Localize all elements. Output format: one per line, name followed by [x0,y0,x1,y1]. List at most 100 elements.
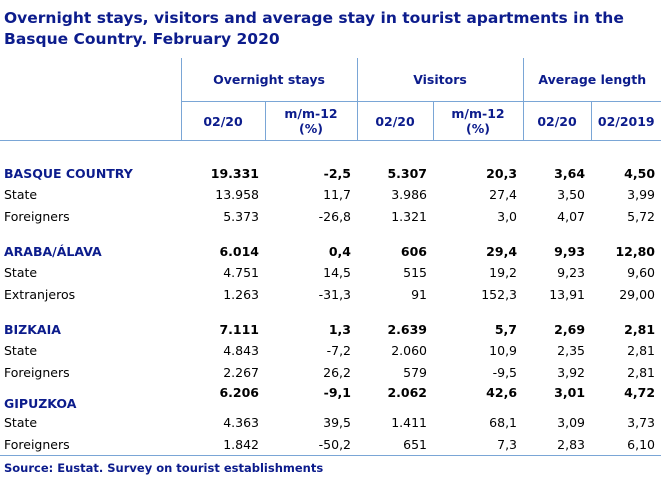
cell-stays-change: 11,7 [323,186,351,202]
table-row: Foreigners 2.267 26,2 579 -9,5 3,92 2,81 [0,361,661,383]
cell-avg-length-prev: 3,73 [627,414,656,430]
cell-stays-value: 6.206 [219,385,259,400]
row-label: State [4,186,38,202]
statistics-table: Overnight stays Visitors Average length … [0,58,661,456]
table-row: State 4.363 39,5 1.411 68,1 3,09 3,73 [0,411,661,433]
cell-visitors-change: 20,3 [486,166,518,181]
cell-avg-length-value: 3,01 [554,385,586,400]
cell-stays-change: 26,2 [323,364,351,380]
cell-visitors-value: 651 [403,436,427,452]
cell-stays-change: -9,1 [323,385,351,400]
cell-visitors-value: 91 [411,286,427,302]
group-header-average-length: Average length [522,58,661,102]
col-header-avg-prev: 02/2019 [590,101,661,141]
cell-avg-length-prev: 29,00 [619,286,656,302]
cell-avg-length-value: 9,93 [554,244,586,259]
cell-visitors-change: 42,6 [486,385,518,400]
cell-avg-length-prev: 5,72 [627,208,656,224]
table-row: Foreigners 5.373 -26,8 1.321 3,0 4,07 5,72 [0,205,661,227]
cell-visitors-change: 7,3 [497,436,518,452]
col-header-visitors-period: 02/20 [356,101,433,141]
cell-stays-change: -7,2 [326,342,351,358]
cell-avg-length-value: 3,50 [557,186,586,202]
cell-avg-length-value: 3,64 [554,166,586,181]
corner-cell [0,102,181,141]
cell-stays-change: -31,3 [318,286,351,302]
table-row: State 4.751 14,5 515 19,2 9,23 9,60 [0,261,661,283]
cell-avg-length-prev: 12,80 [615,244,656,259]
cell-visitors-value: 515 [403,264,427,280]
cell-stays-change: -50,2 [318,436,351,452]
cell-avg-length-prev: 4,50 [624,166,656,181]
cell-stays-value: 7.111 [219,322,259,337]
cell-visitors-value: 579 [403,364,427,380]
cell-visitors-value: 2.060 [391,342,427,358]
cell-avg-length-value: 9,23 [557,264,586,280]
cell-stays-value: 4.751 [223,264,259,280]
cell-stays-change: -2,5 [323,166,351,181]
cell-stays-value: 4.843 [223,342,259,358]
cell-visitors-change: 27,4 [489,186,518,202]
table-row: BIZKAIA 7.111 1,3 2.639 5,7 2,69 2,81 [0,305,661,339]
col-header-stays-period: 02/20 [180,101,265,141]
row-label: State [4,264,38,280]
cell-avg-length-prev: 3,99 [627,186,656,202]
col-header-avg-period: 02/20 [522,101,592,141]
cell-avg-length-value: 2,69 [554,322,586,337]
cell-visitors-change: 3,0 [497,208,518,224]
table-row: State 4.843 -7,2 2.060 10,9 2,35 2,81 [0,339,661,361]
row-label: Foreigners [4,208,70,224]
cell-avg-length-prev: 2,81 [627,364,656,380]
table-title: Overnight stays, visitors and average st… [4,9,624,48]
cell-stays-value: 1.842 [223,436,259,452]
col-header-stays-change: m/m-12 (%) [264,101,357,141]
cell-avg-length-value: 3,09 [557,414,586,430]
cell-avg-length-prev: 6,10 [627,436,656,452]
cell-visitors-value: 3.986 [391,186,427,202]
cell-stays-change: 0,4 [328,244,351,259]
cell-avg-length-value: 2,35 [557,342,586,358]
group-header-overnight-stays: Overnight stays [180,58,357,102]
cell-visitors-change: 29,4 [486,244,518,259]
cell-visitors-change: 68,1 [489,414,518,430]
row-label: State [4,414,38,430]
cell-visitors-change: -9,5 [492,364,518,380]
cell-stays-value: 5.373 [223,208,259,224]
cell-avg-length-value: 3,92 [557,364,586,380]
cell-avg-length-prev: 2,81 [624,322,656,337]
row-label: Extranjeros [4,286,76,302]
cell-stays-value: 13.958 [215,186,259,202]
cell-stays-value: 2.267 [223,364,259,380]
cell-visitors-value: 1.411 [391,414,427,430]
cell-visitors-value: 606 [400,244,427,259]
table-row: Extranjeros 1.263 -31,3 91 152,3 13,91 29,00 [0,283,661,305]
cell-avg-length-prev: 4,72 [624,385,656,400]
region-name: GIPUZKOA [4,396,77,411]
table-row: BASQUE COUNTRY 19.331 -2,5 5.307 20,3 3,64 4,5… [0,141,661,184]
cell-stays-value: 4.363 [223,414,259,430]
cell-avg-length-value: 2,83 [557,436,586,452]
table-row: ARABA/ÁLAVA 6.014 0,4 606 29,4 9,93 12,80 [0,227,661,261]
cell-visitors-change: 152,3 [481,286,518,302]
row-label: State [4,342,38,358]
cell-stays-value: 6.014 [219,244,259,259]
row-label: Foreigners [4,436,70,452]
cell-avg-length-value: 4,07 [557,208,586,224]
cell-avg-length-prev: 9,60 [627,264,656,280]
cell-stays-change: 1,3 [328,322,351,337]
cell-avg-length-prev: 2,81 [627,342,656,358]
region-name: ARABA/ÁLAVA [4,244,102,259]
cell-visitors-value: 2.639 [387,322,427,337]
cell-visitors-change: 5,7 [494,322,518,337]
source-note: Source: Eustat. Survey on tourist establ… [4,461,324,475]
group-header-visitors: Visitors [356,58,524,102]
cell-visitors-value: 5.307 [387,166,427,181]
region-name: BIZKAIA [4,322,61,337]
cell-visitors-change: 10,9 [489,342,518,358]
cell-stays-change: 39,5 [323,414,351,430]
col-header-visitors-change: m/m-12 (%) [432,101,524,141]
cell-visitors-change: 19,2 [489,264,518,280]
row-label: Foreigners [4,364,70,380]
cell-visitors-value: 1.321 [391,208,427,224]
table-row: Foreigners 1.842 -50,2 651 7,3 2,83 6,10 [0,433,661,456]
